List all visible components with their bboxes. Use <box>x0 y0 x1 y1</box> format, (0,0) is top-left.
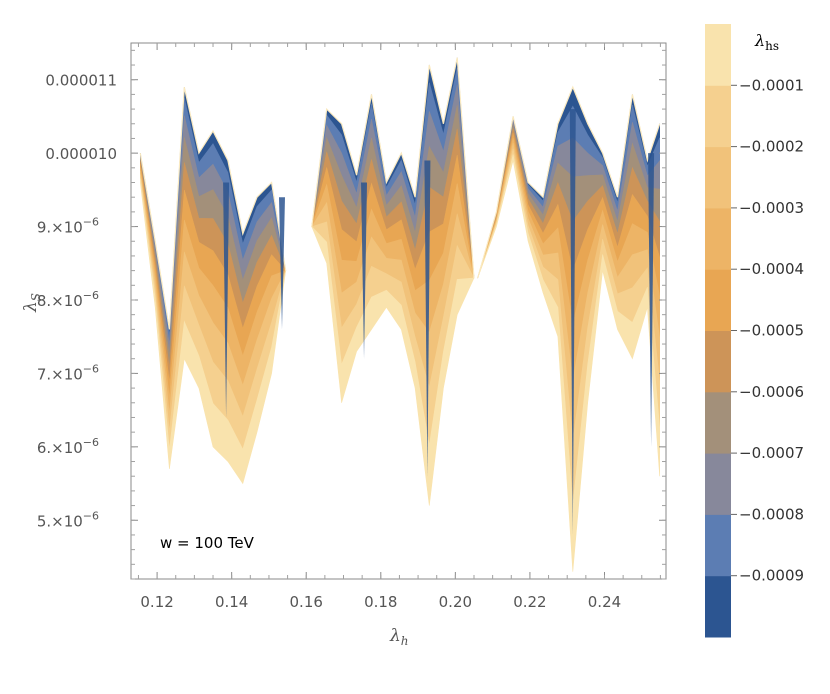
x-tick-label: 0.14 <box>215 593 248 611</box>
colorbar-tick-label: −0.0009 <box>739 567 804 585</box>
contour-band-r1-l10 <box>140 178 286 485</box>
colorbar-tick-label: −0.0001 <box>739 76 804 94</box>
colorbar-swatch-8 <box>705 146 731 209</box>
axis-ticks: 0.12 0.14 0.16 0.18 0.20 0.22 0.24 5.×10−6 6.×10… <box>37 43 666 611</box>
colorbar-tick-label: −0.0006 <box>739 383 804 401</box>
contour-spike-5 <box>569 109 576 535</box>
y-tick-label: 5.×10−6 <box>37 509 99 530</box>
contour-spike-4 <box>424 160 431 477</box>
y-tick-label: 9.×10−6 <box>37 216 99 237</box>
y-tick-label: 8.×10−6 <box>37 289 99 310</box>
colorbar: −0.0001 −0.0002 −0.0003 −0.0004 −0.0005 −0.00… <box>705 24 804 638</box>
ridge-highlight-r3 <box>477 85 661 279</box>
colorbar-swatch-6 <box>705 269 731 331</box>
contour-spike-1 <box>223 182 230 418</box>
ridge-highlight-r2 <box>311 57 475 279</box>
y-tick-label: 0.000010 <box>45 145 117 163</box>
colorbar-swatch-1 <box>705 575 731 638</box>
y-tick-label: 7.×10−6 <box>37 362 99 383</box>
contour-spike-3 <box>361 182 368 359</box>
colorbar-tick-label: −0.0008 <box>739 505 804 523</box>
colorbar-swatch-2 <box>705 514 731 577</box>
x-tick-label: 0.18 <box>364 593 397 611</box>
colorbar-swatch-3 <box>705 453 731 515</box>
colorbar-tick-label: −0.0002 <box>739 138 804 156</box>
y-tick-label: 0.000011 <box>45 72 117 90</box>
contour-spike-2 <box>278 197 285 330</box>
colorbar-tick-label: −0.0005 <box>739 322 804 340</box>
colorbar-title-sub: hs <box>765 39 779 53</box>
ridge-highlight-r1 <box>139 86 287 330</box>
plot-frame <box>130 42 667 580</box>
colorbar-swatch-10 <box>705 24 731 86</box>
y-axis-label: λS <box>21 293 43 313</box>
x-tick-label: 0.22 <box>513 593 546 611</box>
colorbar-swatch-7 <box>705 207 731 270</box>
x-axis-label-sub: h <box>401 634 409 648</box>
contour-band-r3-l10 <box>477 154 661 572</box>
colorbar-tick-label: −0.0004 <box>739 260 804 278</box>
contour-regions <box>139 57 661 572</box>
colorbar-swatch-4 <box>705 391 731 454</box>
x-axis-label: λh <box>389 626 409 648</box>
colorbar-swatch-9 <box>705 85 731 148</box>
plot-annotation: w = 100 TeV <box>160 534 255 552</box>
contour-spike-6 <box>648 153 655 447</box>
x-tick-label: 0.20 <box>439 593 472 611</box>
colorbar-swatch-5 <box>705 330 731 393</box>
x-tick-label: 0.16 <box>290 593 323 611</box>
x-tick-label: 0.24 <box>588 593 621 611</box>
y-tick-label: 6.×10−6 <box>37 436 99 457</box>
colorbar-title: λhs <box>754 31 779 53</box>
colorbar-tick-label: −0.0007 <box>739 444 804 462</box>
x-tick-label: 0.12 <box>140 593 173 611</box>
colorbar-tick-label: −0.0003 <box>739 199 804 217</box>
y-axis-label-sub: S <box>29 293 43 301</box>
